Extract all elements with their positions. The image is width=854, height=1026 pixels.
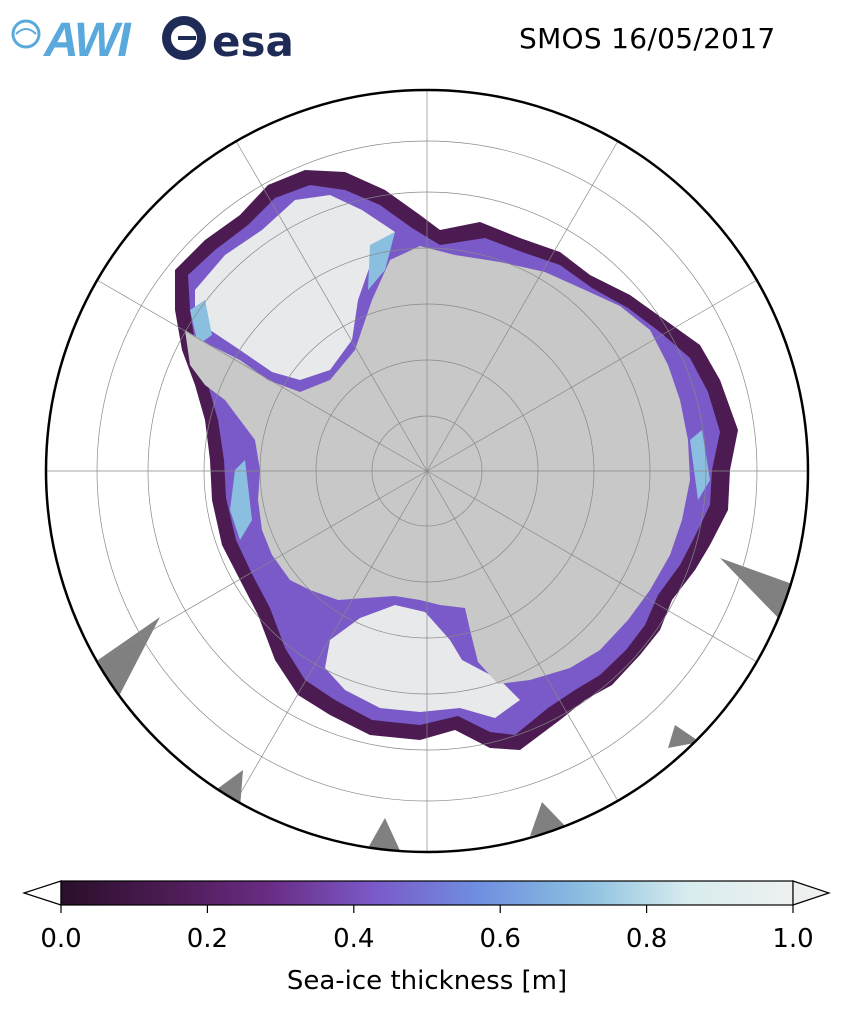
colorbar <box>22 880 831 913</box>
colorbar-tick-label: 0.0 <box>40 924 82 954</box>
colorbar-tick-label: 1.0 <box>772 924 814 954</box>
colorbar-extend-max <box>792 880 831 906</box>
awi-logo: AWI <box>11 14 134 66</box>
colorbar-tick-label: 0.4 <box>333 924 375 954</box>
esa-logo-text: esa <box>212 17 294 66</box>
colorbar-tick-label: 0.6 <box>479 924 521 954</box>
esa-logo: esa <box>162 16 294 66</box>
logo-group: AWI esa <box>11 14 294 66</box>
map-boundary <box>44 88 810 854</box>
awi-logo-text: AWI <box>43 14 132 66</box>
colorbar-tick-label: 0.8 <box>625 924 668 954</box>
colorbar-title: Sea-ice thickness [m] <box>286 966 568 996</box>
colorbar-ramp <box>60 880 794 906</box>
colorbar-tick-label: 0.2 <box>186 924 229 954</box>
longitude-grid <box>46 90 808 852</box>
sea-ice-highlights <box>190 232 710 540</box>
sea-ice-weddell-thick <box>195 195 395 380</box>
masked-wedges <box>98 558 795 852</box>
map-title: SMOS 16/05/2017 <box>519 22 776 55</box>
colorbar-extend-min <box>22 880 62 906</box>
